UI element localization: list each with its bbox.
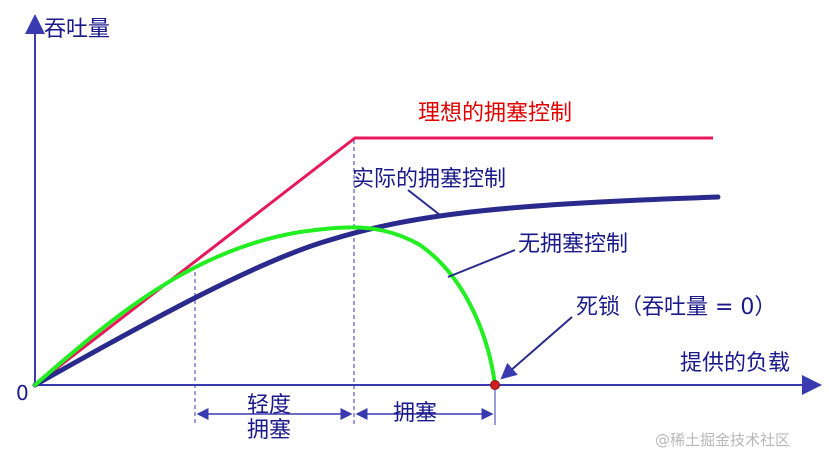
origin-label: 0	[16, 381, 29, 405]
deadlock-label: 死锁（吞吐量 = 0）	[576, 295, 776, 320]
x-axis-label: 提供的负载	[680, 351, 790, 376]
y-axis-label: 吞吐量	[44, 17, 110, 42]
actual-label-leader	[407, 189, 441, 216]
no-control-series-label: 无拥塞控制	[518, 232, 628, 257]
ideal-curve	[34, 136, 713, 387]
congestion-label: 拥塞	[393, 401, 437, 426]
actual-curve	[32, 194, 721, 388]
deadlock-label-leader	[500, 316, 573, 380]
deadlock-point	[490, 380, 500, 390]
actual-series-label: 实际的拥塞控制	[352, 167, 506, 192]
light-congestion-label-line1: 轻度	[247, 393, 291, 418]
watermark: @稀土掘金技术社区	[655, 431, 790, 449]
ideal-series-label: 理想的拥塞控制	[418, 101, 572, 126]
no-control-label-leader	[447, 249, 516, 278]
light-congestion-label-line2: 拥塞	[247, 418, 291, 443]
no-control-curve	[33, 225, 497, 387]
